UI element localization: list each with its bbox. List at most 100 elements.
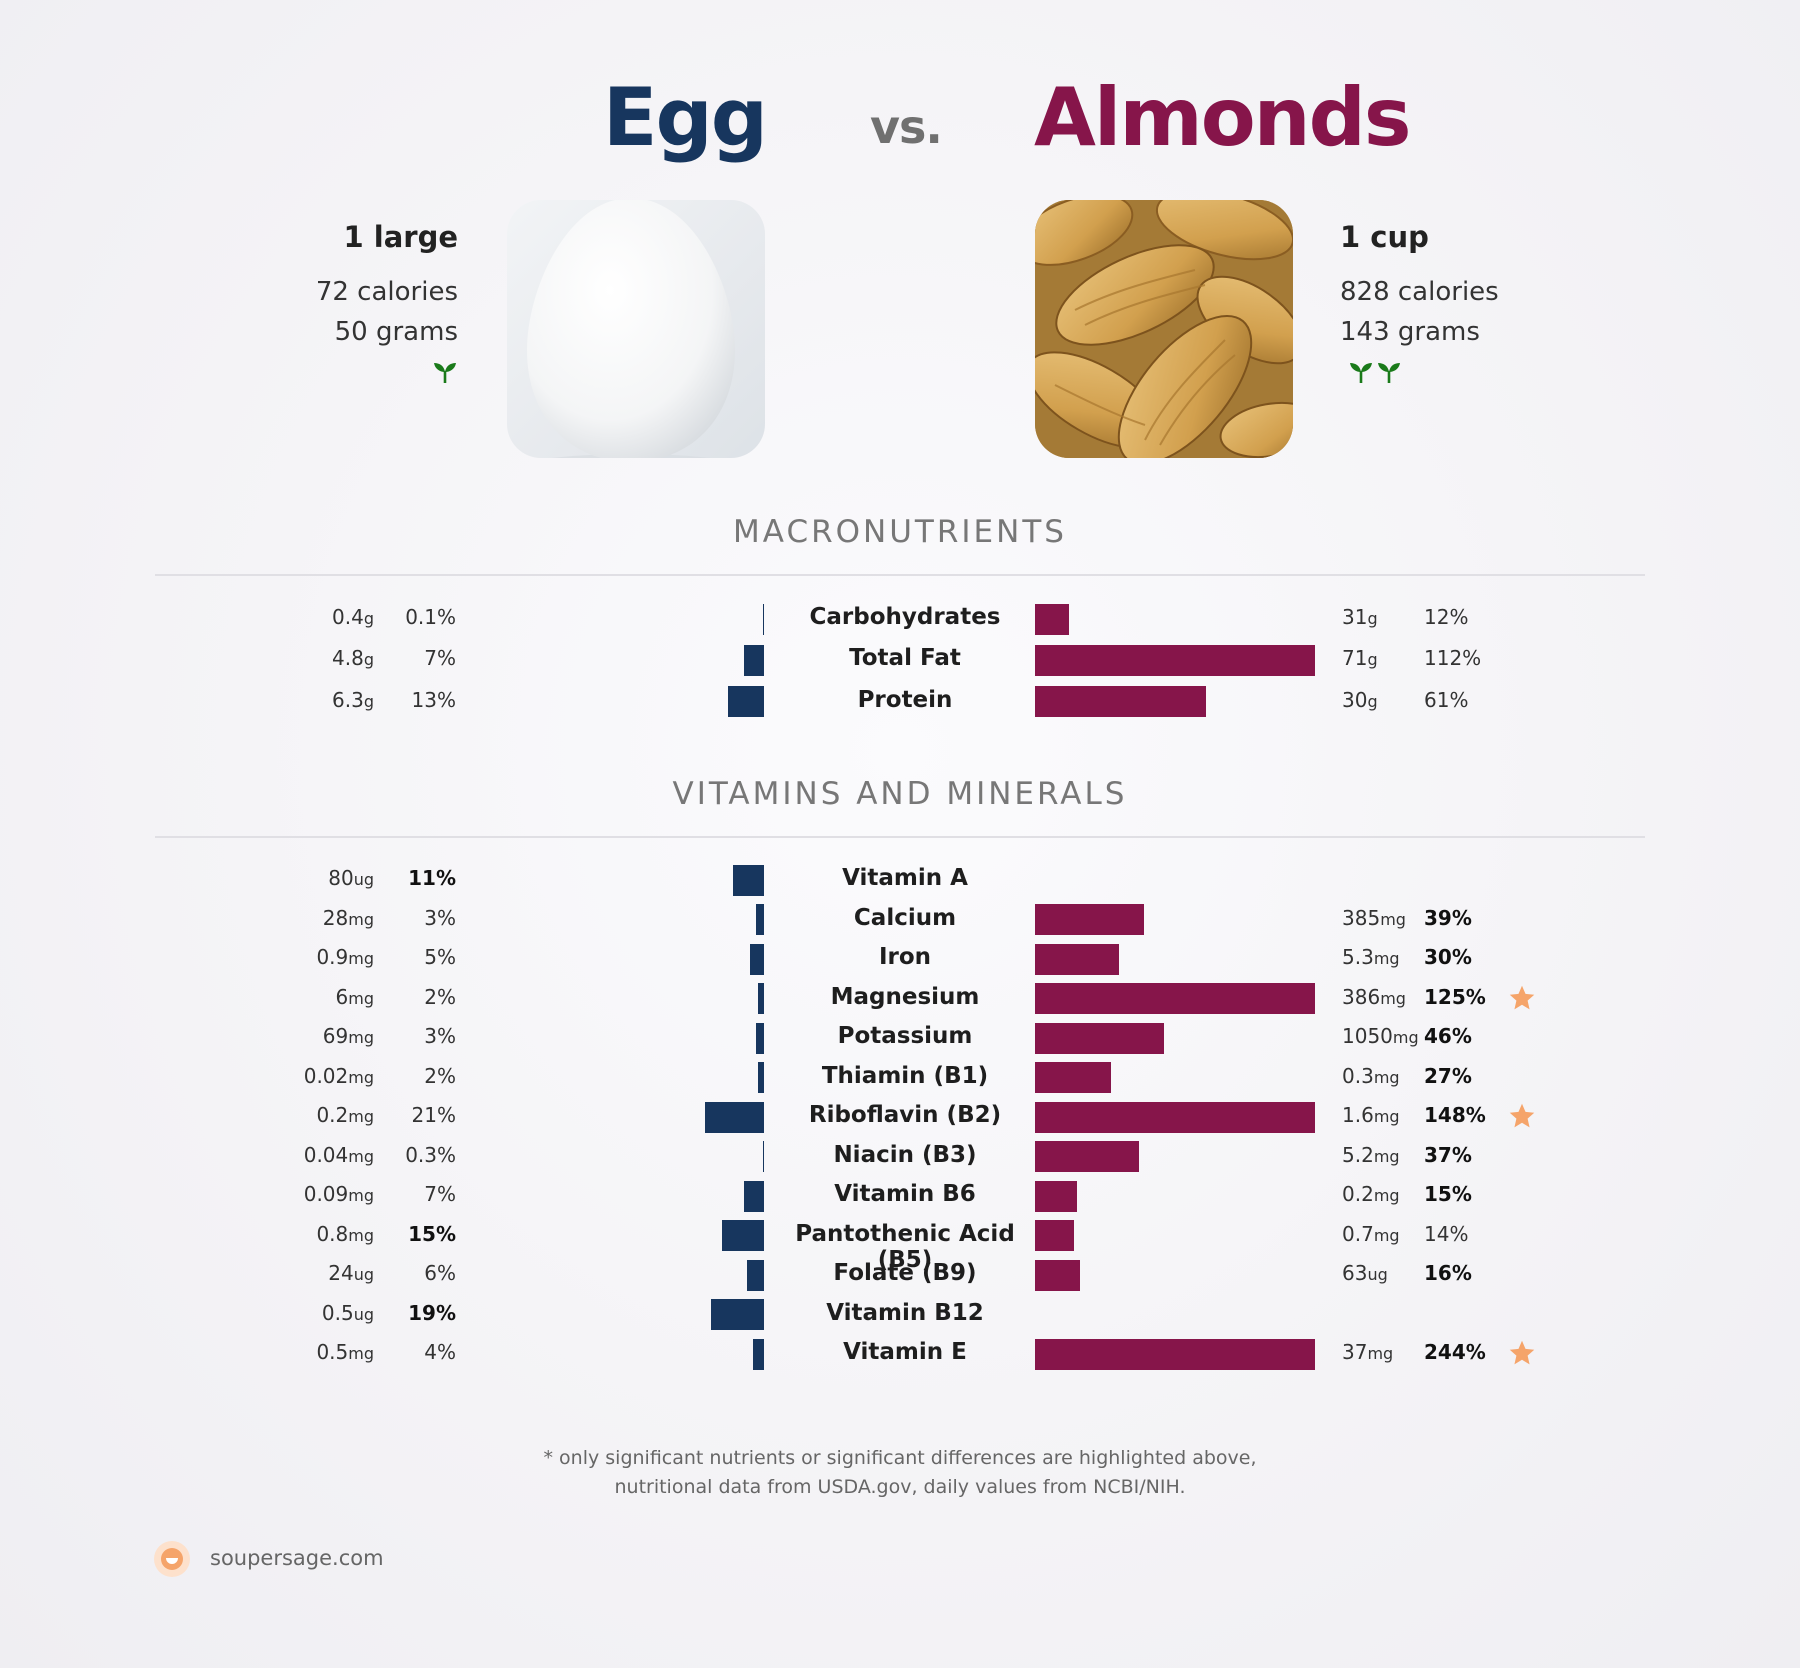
almonds-percent: 12% — [1424, 605, 1469, 629]
almonds-amount-value: 63 — [1342, 1261, 1368, 1285]
egg-amount-unit: g — [363, 609, 374, 628]
egg-amount-value: 0.2 — [316, 1103, 349, 1127]
egg-amount: 0.04mg — [304, 1143, 374, 1167]
nutrient-label: Folate (B9) — [833, 1260, 977, 1286]
almonds-amount-value: 0.3 — [1342, 1063, 1374, 1088]
footnote-line-2: nutritional data from USDA.gov, daily va… — [614, 1476, 1186, 1498]
egg-bar — [755, 904, 764, 935]
almonds-amount-value: 5.2 — [1342, 1142, 1374, 1167]
nutrient-label: Vitamin E — [843, 1339, 967, 1365]
almonds-percent: 125% — [1424, 984, 1486, 1009]
almonds-amount: 31g — [1342, 605, 1378, 629]
almonds-amount: 0.2mg — [1342, 1182, 1400, 1206]
vs-label: vs. — [870, 100, 943, 154]
egg-percent: 15% — [408, 1221, 456, 1246]
nutrient-label: Total Fat — [849, 645, 961, 672]
nutrient-label: Thiamin (B1) — [821, 1062, 989, 1089]
egg-bar — [752, 1338, 764, 1370]
egg-amount: 6mg — [336, 985, 374, 1009]
egg-image — [527, 200, 735, 458]
footnote: * only significant nutrients or signific… — [0, 1444, 1800, 1502]
almonds-amount-value: 1050 — [1342, 1024, 1393, 1048]
almonds-percent: 39% — [1424, 905, 1472, 930]
egg-amount-value: 28 — [322, 905, 349, 930]
egg-amount: 80ug — [328, 866, 374, 890]
egg-percent: 5% — [424, 945, 456, 969]
soupersage-logo-icon — [153, 1540, 191, 1578]
almonds-percent: 14% — [1424, 1221, 1469, 1246]
food1-title: Egg — [602, 71, 768, 164]
almonds-bar — [1035, 1141, 1139, 1172]
egg-percent: 19% — [408, 1300, 456, 1325]
egg-bar — [744, 1180, 764, 1212]
almonds-amount-value: 1.6 — [1342, 1103, 1374, 1127]
egg-bar — [755, 1022, 764, 1054]
almonds-amount-unit: mg — [1373, 1107, 1400, 1126]
almonds-bar — [1035, 1180, 1077, 1212]
egg-percent: 11% — [408, 866, 456, 890]
almonds-bar — [1035, 1101, 1315, 1133]
egg-bar — [710, 1299, 764, 1330]
egg-amount-unit: mg — [348, 1225, 374, 1245]
egg-amount-unit: mg — [348, 1028, 374, 1047]
almonds-amount-unit: g — [1367, 609, 1378, 628]
egg-amount: 6.3g — [332, 688, 374, 712]
egg-percent: 4% — [424, 1340, 456, 1364]
nutrient-label: Magnesium — [830, 983, 980, 1010]
egg-percent: 2% — [424, 1063, 456, 1088]
egg-amount-unit: mg — [348, 988, 374, 1008]
egg-amount: 0.02mg — [304, 1064, 374, 1088]
star-icon — [1508, 984, 1536, 1012]
egg-amount: 0.8mg — [316, 1222, 374, 1246]
vitamins-divider — [155, 836, 1645, 838]
egg-amount-unit: mg — [348, 909, 374, 929]
star-icon — [1508, 1102, 1536, 1130]
almonds-amount-value: 386 — [1342, 984, 1381, 1009]
almonds-amount-value: 5.3 — [1342, 945, 1374, 969]
sprout-icon — [1378, 363, 1400, 383]
egg-amount-unit: ug — [353, 870, 374, 889]
almonds-bar — [1035, 1062, 1111, 1093]
egg-amount-value: 0.5 — [316, 1340, 349, 1364]
egg-photo — [507, 200, 765, 458]
almonds-amount: 37mg — [1342, 1340, 1393, 1364]
almonds-percent: 148% — [1424, 1103, 1486, 1127]
egg-percent: 6% — [424, 1261, 456, 1285]
egg-amount-value: 0.8 — [316, 1221, 349, 1246]
almonds-amount: 5.3mg — [1342, 945, 1400, 969]
almonds-bar — [1035, 983, 1315, 1014]
vitamins-section-title: VITAMINS AND MINERALS — [672, 776, 1128, 812]
almonds-bar — [1035, 1338, 1315, 1370]
sprout-icon — [434, 363, 456, 383]
footnote-line-1: * only significant nutrients or signific… — [543, 1447, 1257, 1469]
egg-percent: 13% — [411, 687, 456, 712]
brand-link[interactable]: soupersage.com — [210, 1546, 384, 1570]
egg-amount-value: 4.8 — [332, 646, 364, 671]
egg-amount: 0.09mg — [304, 1182, 374, 1206]
almonds-amount-unit: mg — [1373, 1225, 1400, 1245]
egg-amount-unit: mg — [348, 1146, 374, 1166]
egg-bar — [722, 1220, 764, 1251]
egg-amount-value: 0.09 — [303, 1182, 349, 1206]
egg-amount: 0.4g — [332, 605, 374, 629]
almonds-amount-unit: ug — [1367, 1265, 1388, 1284]
nutrient-label: Niacin (B3) — [833, 1141, 977, 1168]
food2-calories: 828 calories — [1340, 277, 1499, 307]
egg-amount-value: 0.02 — [303, 1063, 349, 1088]
egg-amount-unit: mg — [348, 1186, 374, 1205]
egg-amount: 69mg — [323, 1024, 374, 1048]
egg-bar — [727, 686, 764, 718]
almonds-amount: 63ug — [1342, 1261, 1388, 1285]
egg-amount-value: 0.9 — [316, 945, 349, 969]
egg-amount-value: 69 — [322, 1024, 349, 1048]
nutrient-label: Calcium — [853, 904, 957, 931]
almonds-amount: 30g — [1342, 688, 1378, 712]
almonds-amount-value: 0.2 — [1342, 1182, 1374, 1206]
egg-amount-value: 0.04 — [303, 1142, 349, 1167]
almonds-bar — [1035, 904, 1145, 935]
almonds-percent: 27% — [1424, 1063, 1472, 1088]
nutrient-label: Vitamin B6 — [834, 1181, 976, 1207]
egg-amount-unit: ug — [353, 1304, 374, 1324]
nutrient-label: Pantothenic Acid (B5) — [795, 1220, 1015, 1273]
almonds-amount-unit: mg — [1380, 909, 1406, 929]
